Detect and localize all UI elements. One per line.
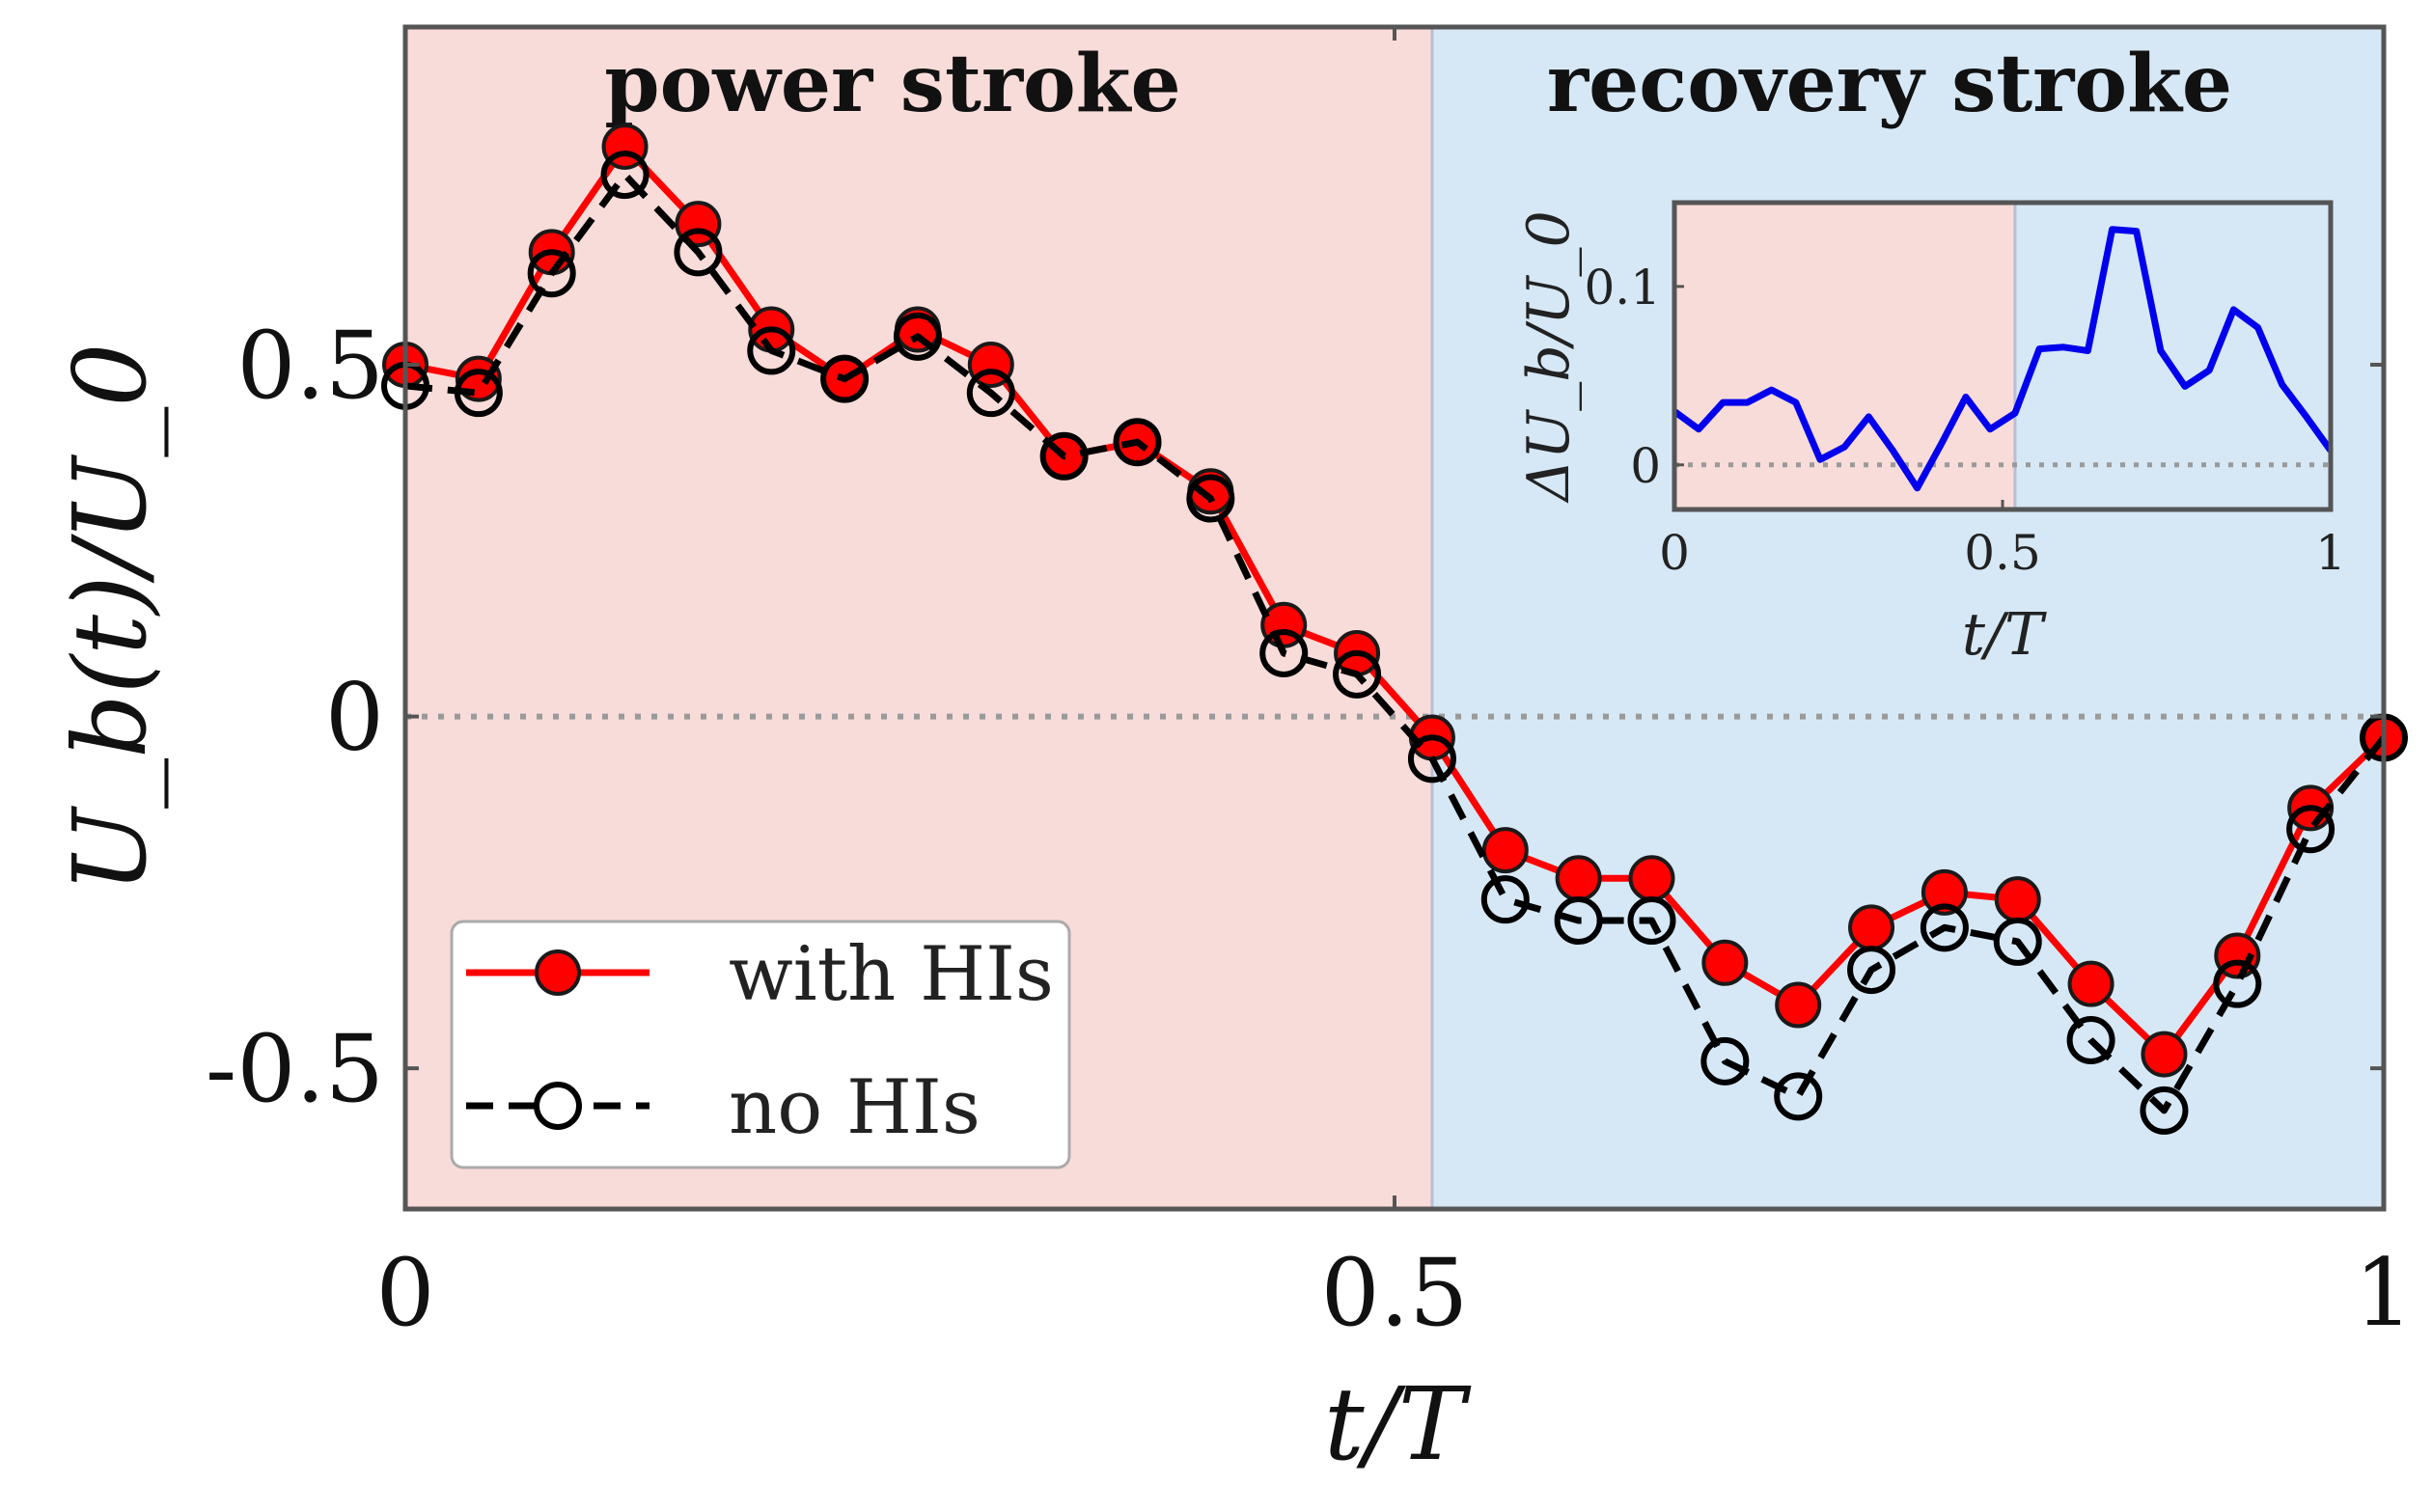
inset-x-tick-label: 1 [2315,525,2346,581]
data-point-with-his [1775,981,1822,1029]
inset-x-tick-label: 0 [1659,525,1690,581]
data-point-with-his [1555,855,1602,902]
data-point-no-his [893,312,942,361]
data-point-no-his [1407,734,1456,783]
main-y-axis-label: U_b(t)/U_0 [51,343,169,893]
data-point-with-his [1628,855,1675,902]
data-point-no-his [966,369,1015,418]
data-point-no-his [820,354,870,403]
legend-swatch-marker-with-his [535,949,581,996]
legend: with HIs no HIs [450,920,1071,1169]
data-point-with-his [1994,876,2041,923]
series-line-no-his [404,171,2387,1114]
main-y-tick-label: -0.5 [206,1015,384,1123]
main-x-tick-label: 0.5 [1321,1239,1469,1347]
series-line-with-his [404,143,2387,1058]
data-point-no-his [454,369,503,418]
inset-x-tick-label: 0.5 [1964,525,2041,581]
data-point-with-his [1848,904,1895,951]
data-point-no-his [1186,474,1235,523]
data-point-no-his [1627,896,1676,946]
main-tick-marks [403,27,2386,1209]
data-point-no-his [1480,875,1530,924]
main-x-axis-label: t/T [1324,1365,1472,1483]
data-point-no-his [1700,1036,1750,1086]
main-plot-series [381,123,2408,1135]
data-point-no-his [1039,431,1089,481]
power-stroke-label: power stroke [604,38,1180,130]
inset-region-backgrounds [1674,203,2331,509]
data-point-no-his [1259,628,1309,677]
legend-label-no-his: no HIs [729,1064,981,1151]
data-point-no-his [1847,946,1896,995]
data-point-no-his [2066,1016,2115,1064]
main-x-tick-label: 0 [375,1239,434,1347]
data-point-no-his [600,151,649,200]
inset-x-axis-label: t/T [1962,601,2047,669]
data-point-with-his [1921,868,1968,916]
data-point-with-his [2141,1031,2188,1078]
legend-swatch-marker-no-his [534,1082,582,1130]
data-point-no-his [2140,1086,2189,1135]
main-y-tick-label: 0.5 [236,312,384,420]
inset-y-tick-label: 0.1 [1584,260,1661,316]
data-point-with-his [2067,960,2114,1007]
data-point-no-his [2286,805,2335,854]
data-point-no-his [1333,649,1382,699]
inset-y-tick-label: 0 [1630,438,1661,494]
inset-region-background-power [1674,203,2015,509]
data-point-with-his [1701,939,1749,986]
data-point-no-his [2213,959,2262,1008]
inset-series-line-difference [1672,226,2334,492]
legend-label-with-his: with HIs [729,931,1054,1018]
data-point-no-his [1113,418,1162,467]
data-point-with-his [1481,827,1529,874]
inset-tick-marks [1672,285,2333,509]
main-y-tick-label: 0 [325,664,384,772]
recovery-stroke-label: recovery stroke [1547,38,2232,130]
data-point-no-his [1993,917,2042,966]
data-point-no-his [1920,903,1969,952]
data-point-no-his [527,249,576,298]
inset-y-axis-label: ΔU_b/U_0 [1515,210,1583,503]
data-point-no-his [747,326,796,375]
inset-region-background-recovery [2014,203,2331,509]
main-x-tick-label: 1 [2354,1239,2413,1347]
data-point-no-his [1554,896,1603,946]
data-point-no-his [674,228,723,277]
inset-plot-series [1672,226,2334,492]
data-point-no-his [1774,1072,1823,1121]
